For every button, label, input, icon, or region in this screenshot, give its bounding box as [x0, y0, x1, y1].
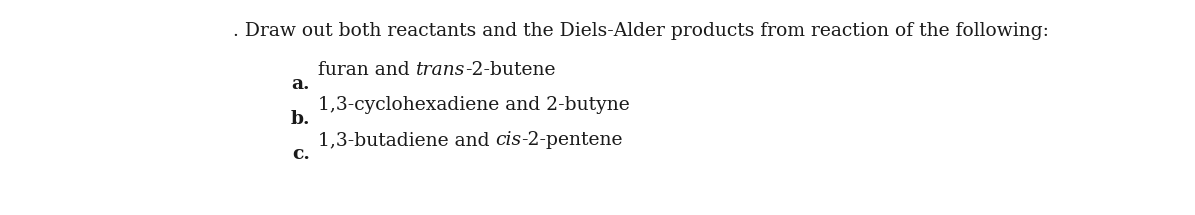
Text: -2-butene: -2-butene [465, 61, 556, 79]
Text: . Draw out both reactants and the Diels-Alder products from reaction of the foll: . Draw out both reactants and the Diels-… [233, 22, 1049, 40]
Text: a.: a. [292, 75, 310, 93]
Text: cis: cis [496, 131, 522, 149]
Text: 1,3-cyclohexadiene and 2-butyne: 1,3-cyclohexadiene and 2-butyne [318, 96, 630, 114]
Text: furan and: furan and [318, 61, 416, 79]
Text: trans: trans [416, 61, 465, 79]
Text: 1,3-butadiene and: 1,3-butadiene and [318, 131, 496, 149]
Text: b.: b. [290, 110, 310, 128]
Text: -2-pentene: -2-pentene [522, 131, 623, 149]
Text: c.: c. [292, 145, 310, 163]
